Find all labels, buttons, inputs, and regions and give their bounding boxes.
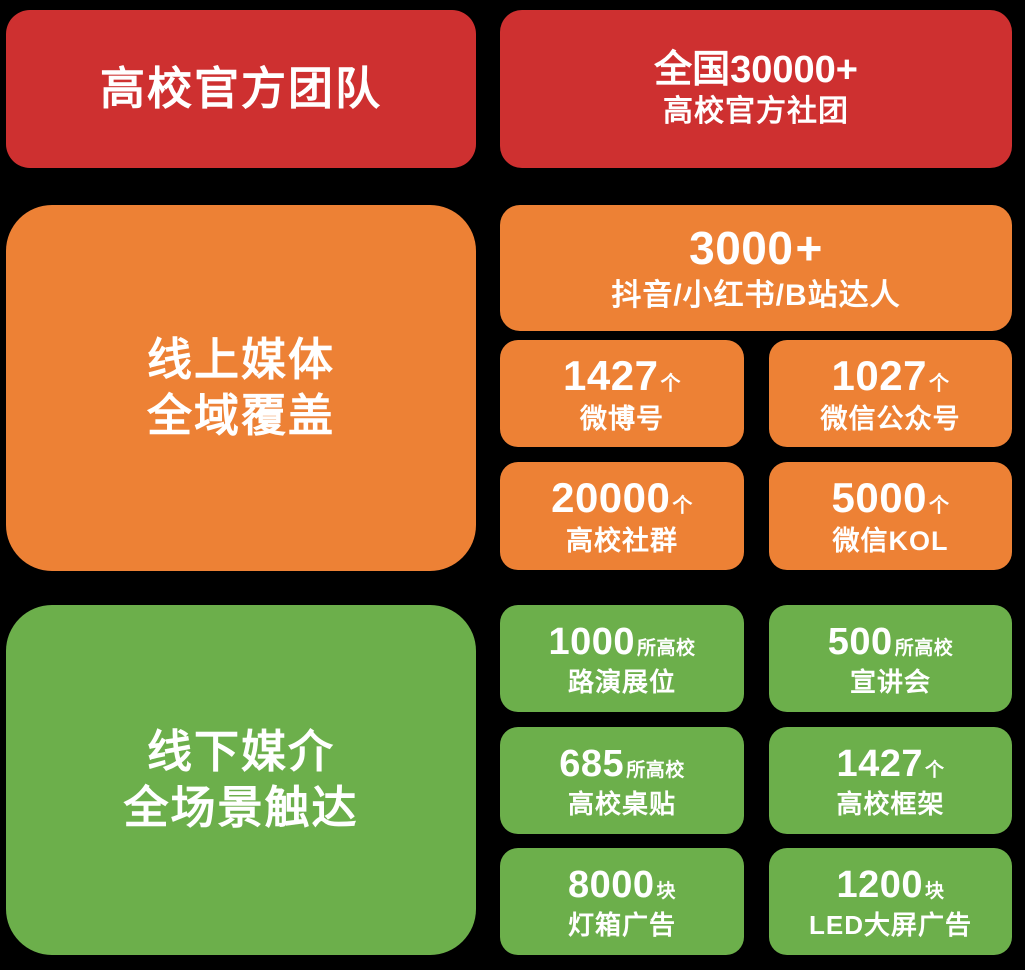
campus-groups-number: 20000 (551, 474, 671, 521)
card-info-sessions: 500 所高校 宣讲会 (769, 605, 1012, 712)
info-sessions-unit: 所高校 (894, 637, 954, 659)
panel-title-official-team: 高校官方团队 (99, 63, 382, 115)
card-national-clubs: 全国30000+ 高校官方社团 (500, 10, 1012, 168)
card-campus-frames: 1427 个 高校框架 (769, 727, 1012, 834)
weibo-accounts-unit: 个 (660, 372, 681, 395)
card-led-screen-ads: 1200 块 LED大屏广告 (769, 848, 1012, 955)
card-lightbox-ads: 8000 块 灯箱广告 (500, 848, 744, 955)
online-influencers-number-row: 3000 + (689, 225, 823, 271)
campus-frames-number: 1427 (836, 742, 924, 785)
card-desk-stickers: 685 所高校 高校桌贴 (500, 727, 744, 834)
panel-title-offline-media: 线下媒介 全场景触达 (123, 726, 359, 833)
campus-groups-number-row: 20000 个 (551, 477, 693, 519)
panel-offline-media: 线下媒介 全场景触达 (6, 605, 476, 955)
led-screen-ads-number: 1200 (836, 863, 924, 906)
roadshow-booths-unit: 所高校 (637, 637, 696, 659)
info-sessions-label: 宣讲会 (849, 666, 931, 697)
card-roadshow-booths: 1000 所高校 路演展位 (500, 605, 744, 712)
weibo-accounts-label: 微博号 (580, 403, 664, 434)
card-weibo-accounts: 1427 个 微博号 (500, 340, 744, 447)
wechat-official-accounts-number-row: 1027 个 (831, 351, 950, 399)
weibo-accounts-number: 1427 (563, 351, 659, 399)
wechat-official-accounts-unit: 个 (928, 372, 950, 395)
led-screen-ads-unit: 块 (925, 880, 945, 902)
roadshow-booths-label: 路演展位 (567, 666, 676, 697)
info-sessions-number-row: 500 所高校 (828, 623, 953, 661)
led-screen-ads-label: LED大屏广告 (808, 909, 972, 940)
lightbox-ads-unit: 块 (656, 880, 677, 902)
campus-groups-label: 高校社群 (566, 526, 678, 556)
online-influencers-label: 抖音/小红书/B站达人 (611, 279, 901, 312)
wechat-kol-label: 微信KOL (832, 526, 949, 556)
national-clubs-headline: 全国30000+ (654, 48, 858, 91)
wechat-official-accounts-number: 1027 (831, 351, 927, 399)
info-sessions-number: 500 (827, 620, 893, 663)
campus-frames-label: 高校框架 (836, 788, 945, 819)
led-screen-ads-number-row: 1200 块 (836, 866, 944, 904)
card-online-influencers: 3000 + 抖音/小红书/B站达人 (500, 205, 1012, 331)
desk-stickers-number-row: 685 所高校 (559, 745, 684, 783)
card-wechat-kol: 5000 个 微信KOL (769, 462, 1012, 570)
roadshow-booths-number-row: 1000 所高校 (548, 623, 695, 661)
wechat-kol-unit: 个 (928, 495, 950, 517)
campus-groups-unit: 个 (672, 495, 693, 517)
panel-online-media: 线上媒体 全域覆盖 (6, 205, 476, 571)
campus-frames-number-row: 1427 个 (836, 745, 944, 783)
panel-title-online-media: 线上媒体 全域覆盖 (146, 334, 335, 441)
weibo-accounts-number-row: 1427 个 (563, 351, 681, 399)
lightbox-ads-label: 灯箱广告 (567, 909, 676, 940)
wechat-kol-number: 5000 (831, 474, 927, 521)
desk-stickers-label: 高校桌贴 (567, 788, 676, 819)
wechat-official-accounts-label: 微信公众号 (820, 403, 961, 434)
online-influencers-unit: + (795, 222, 823, 274)
lightbox-ads-number-row: 8000 块 (568, 866, 676, 904)
card-campus-groups: 20000 个 高校社群 (500, 462, 744, 570)
panel-official-team: 高校官方团队 (6, 10, 476, 168)
wechat-kol-number-row: 5000 个 (832, 477, 950, 519)
roadshow-booths-number: 1000 (548, 620, 636, 663)
desk-stickers-unit: 所高校 (626, 759, 685, 781)
online-influencers-number: 3000 (689, 222, 794, 274)
campus-frames-unit: 个 (925, 759, 945, 781)
card-wechat-official-accounts: 1027 个 微信公众号 (769, 340, 1012, 447)
national-clubs-subheadline: 高校官方社团 (663, 95, 849, 129)
lightbox-ads-number: 8000 (567, 863, 655, 906)
desk-stickers-number: 685 (559, 742, 625, 785)
